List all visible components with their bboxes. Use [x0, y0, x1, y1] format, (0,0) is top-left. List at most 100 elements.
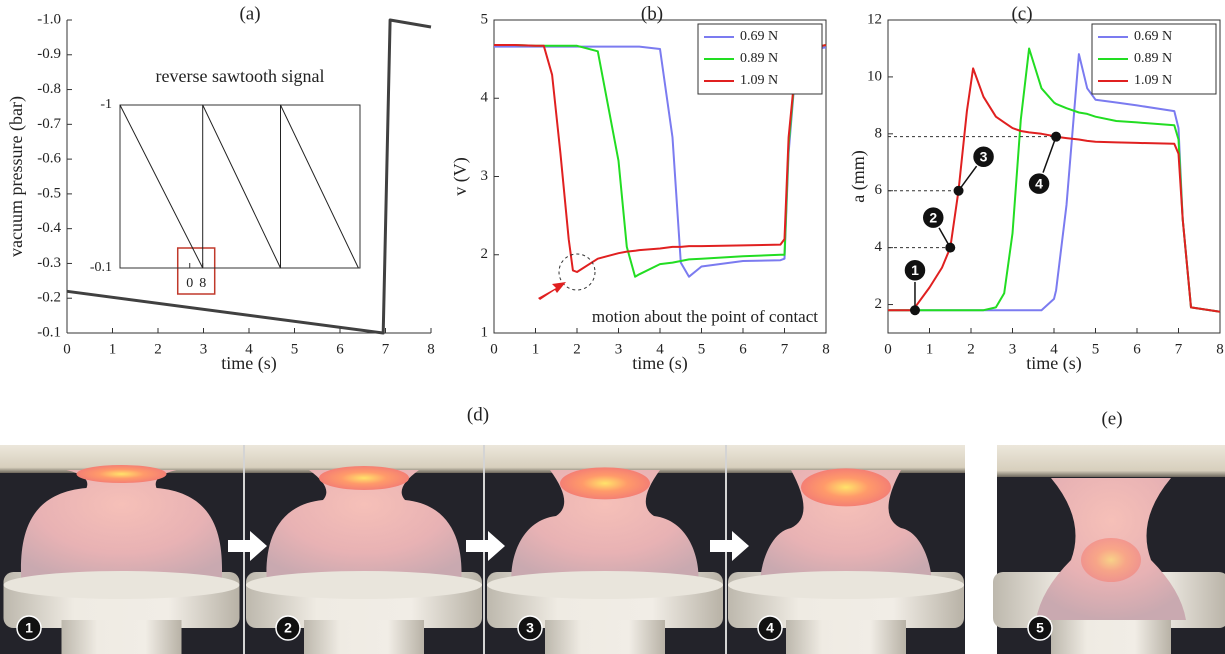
y-tick-label: -0.6 — [37, 151, 61, 167]
base-top — [246, 571, 482, 599]
stem — [61, 620, 182, 654]
data-line — [494, 44, 827, 273]
step-badge — [757, 615, 783, 641]
y-tick-label: 2 — [481, 246, 489, 262]
contact-glow — [801, 468, 891, 507]
x-tick-label: 0 — [63, 341, 71, 357]
y-tick-label: 8 — [875, 125, 883, 141]
step-arrow — [710, 531, 749, 561]
y-tick-label: 3 — [481, 168, 489, 184]
x-tick-label: 5 — [698, 341, 706, 357]
x-tick-label: 1 — [926, 341, 934, 357]
x-tick-label: 0 — [186, 276, 193, 291]
contact-glow — [319, 466, 409, 490]
plot-frame — [119, 104, 361, 269]
x-tick-label: 6 — [336, 341, 344, 357]
step-badge — [1027, 615, 1053, 641]
stem — [304, 620, 424, 654]
x-tick-label: 3 — [200, 341, 208, 357]
base-top — [3, 571, 240, 599]
x-axis-label: time (s) — [221, 353, 277, 374]
annotation: motion about the point of contact — [592, 307, 818, 326]
stem — [545, 620, 665, 654]
contact-glow — [560, 467, 650, 500]
contact-glow — [76, 465, 167, 483]
step-badge — [1027, 171, 1051, 196]
y-tick-label: -0.7 — [37, 116, 61, 132]
legend-label: 0.69 N — [1134, 29, 1172, 44]
marker-point — [953, 185, 964, 196]
panel-label: (d) — [467, 404, 489, 425]
x-tick-label: 0 — [884, 341, 892, 357]
y-tick-label: -0.8 — [37, 81, 61, 97]
y-tick-label: 5 — [481, 11, 489, 27]
y-tick-label: -0.3 — [37, 255, 61, 271]
step-arrow — [466, 531, 505, 561]
step-badge-label: 5 — [1036, 620, 1044, 636]
marker-point — [909, 305, 920, 316]
legend-label: 0.89 N — [740, 51, 778, 66]
data-line — [888, 67, 1221, 313]
shelf — [997, 445, 1225, 477]
step-badge-label: 4 — [766, 620, 774, 636]
step-badge-label: 3 — [526, 620, 534, 636]
x-tick-label: 7 — [1175, 341, 1183, 357]
x-tick-label: 1 — [532, 341, 540, 357]
y-tick-label: 4 — [875, 239, 883, 255]
legend-label: 0.89 N — [1134, 51, 1172, 66]
step-arrow — [228, 531, 267, 561]
data-line — [66, 18, 432, 335]
y-axis-label: v (V) — [450, 157, 471, 196]
x-tick-label: 2 — [573, 341, 581, 357]
y-tick-label: -1 — [100, 97, 112, 112]
x-tick-label: 8 — [822, 341, 830, 357]
specimen — [511, 470, 699, 585]
x-tick-label: 0 — [490, 341, 498, 357]
stem — [1051, 620, 1171, 654]
annotation-arrow — [538, 282, 566, 300]
marker-point — [1051, 131, 1062, 142]
panel-label: (a) — [239, 3, 260, 24]
marker-point — [945, 242, 956, 253]
x-axis-label: time (s) — [1026, 353, 1082, 374]
highlight-box — [176, 247, 216, 295]
y-tick-label: 10 — [867, 68, 882, 84]
step-badge-label: 2 — [929, 209, 937, 225]
x-tick-label: 3 — [1009, 341, 1017, 357]
x-tick-label: 4 — [245, 341, 253, 357]
data-line — [888, 47, 1221, 313]
x-tick-label: 3 — [615, 341, 623, 357]
base-top — [728, 571, 964, 599]
plot-frame — [887, 19, 1221, 334]
step-badge — [921, 205, 945, 230]
y-tick-label: -0.4 — [37, 220, 61, 236]
step-badge — [971, 144, 996, 169]
x-tick-label: 6 — [1133, 341, 1141, 357]
panel-label: (b) — [641, 3, 663, 24]
legend-label: 1.09 N — [1134, 73, 1172, 88]
specimen — [20, 470, 223, 585]
inset-background — [120, 105, 360, 268]
panel-label: (c) — [1011, 3, 1032, 24]
y-axis-label: a (mm) — [848, 150, 869, 202]
x-axis-label: time (s) — [632, 353, 688, 374]
y-tick-label: -0.1 — [90, 260, 112, 275]
y-tick-label: 2 — [875, 296, 883, 312]
y-tick-label: 1 — [481, 324, 489, 340]
legend-label: 1.09 N — [740, 73, 778, 88]
legend-label: 0.69 N — [740, 29, 778, 44]
x-tick-label: 5 — [1092, 341, 1100, 357]
x-tick-label: 6 — [739, 341, 747, 357]
step-badge — [903, 258, 927, 282]
x-tick-label: 8 — [199, 276, 206, 291]
y-tick-label: 12 — [867, 11, 882, 27]
contact-glow — [1081, 538, 1141, 582]
y-tick-label: 4 — [481, 90, 489, 106]
x-tick-label: 1 — [109, 341, 117, 357]
stem — [786, 620, 906, 654]
inset-title: reverse sawtooth signal — [156, 66, 325, 86]
x-tick-label: 7 — [781, 341, 789, 357]
annotation-circle — [558, 253, 596, 291]
